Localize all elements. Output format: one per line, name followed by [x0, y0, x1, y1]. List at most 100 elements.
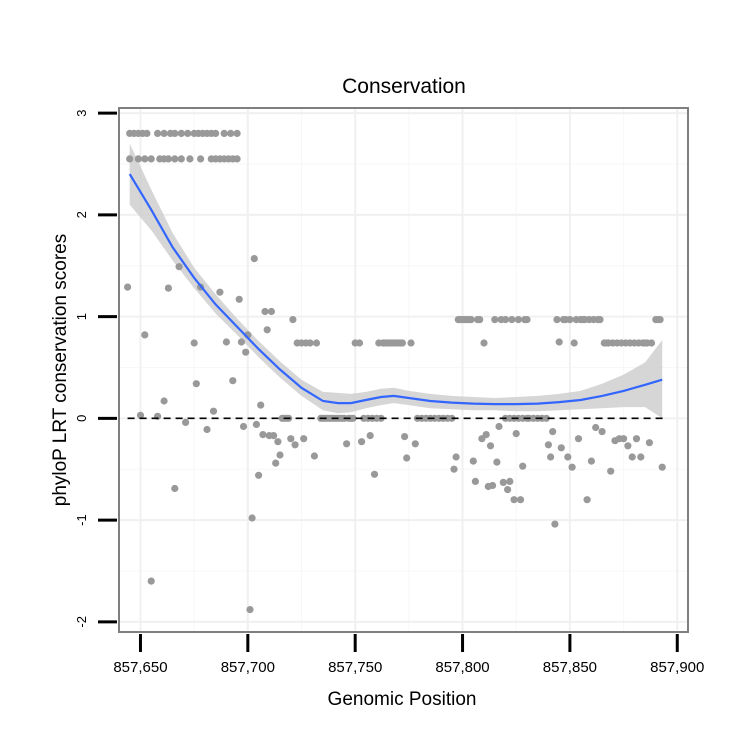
- data-point: [516, 496, 525, 504]
- y-tick-label: 1: [74, 313, 89, 320]
- data-point: [164, 284, 172, 292]
- data-point: [366, 432, 374, 440]
- data-point: [592, 423, 600, 432]
- data-point: [233, 129, 241, 137]
- data-point: [263, 326, 271, 334]
- x-tick-label: 857,850: [543, 659, 597, 676]
- data-point: [607, 467, 615, 475]
- data-point: [549, 428, 557, 436]
- data-point: [237, 338, 245, 346]
- data-point: [248, 514, 256, 522]
- data-point: [403, 454, 411, 462]
- data-point: [216, 288, 224, 296]
- data-point: [222, 338, 230, 346]
- data-point: [624, 442, 632, 450]
- data-point: [523, 316, 531, 324]
- data-point: [486, 442, 495, 450]
- data-point: [587, 457, 596, 465]
- data-point: [124, 283, 132, 291]
- data-point: [289, 316, 297, 324]
- data-point: [452, 453, 460, 461]
- data-point: [583, 496, 591, 504]
- x-tick-label: 857,650: [113, 659, 167, 676]
- data-point: [566, 316, 574, 324]
- data-point: [358, 438, 366, 446]
- data-point: [504, 486, 512, 494]
- data-point: [564, 453, 572, 461]
- data-point: [493, 458, 501, 466]
- data-point: [467, 316, 475, 324]
- data-point: [568, 463, 576, 471]
- data-point: [126, 155, 134, 163]
- data-point: [209, 407, 218, 415]
- x-tick-label: 857,750: [328, 659, 382, 676]
- data-point: [469, 457, 477, 465]
- data-point: [261, 307, 269, 316]
- data-point: [242, 348, 250, 356]
- data-point: [197, 155, 205, 163]
- panel-border: [118, 107, 689, 633]
- data-point: [229, 377, 237, 385]
- data-point: [482, 431, 490, 439]
- data-point: [287, 435, 295, 443]
- x-axis-label: Genomic Position: [328, 689, 477, 710]
- data-point: [212, 129, 220, 137]
- data-point: [519, 462, 527, 470]
- data-point: [489, 481, 497, 490]
- data-point: [310, 452, 318, 460]
- data-point: [574, 435, 583, 443]
- data-point: [596, 316, 604, 324]
- data-point: [239, 422, 248, 431]
- data-point: [506, 477, 514, 485]
- y-tick-label: 2: [74, 211, 89, 218]
- data-point: [246, 606, 254, 614]
- data-point: [553, 316, 561, 324]
- minor-gridlines: [119, 108, 688, 632]
- data-point: [355, 339, 364, 347]
- data-point: [658, 463, 666, 471]
- data-point: [175, 263, 183, 271]
- data-point: [512, 430, 520, 438]
- data-point: [656, 316, 664, 324]
- y-tick-label: -2: [74, 616, 89, 628]
- x-tick-label: 857,900: [650, 659, 704, 676]
- data-point: [192, 380, 200, 388]
- data-point: [370, 470, 379, 478]
- data-point: [514, 316, 523, 324]
- x-tick-label: 857,700: [221, 659, 275, 676]
- data-point: [510, 496, 518, 504]
- data-point: [407, 339, 415, 347]
- data-point: [620, 435, 628, 443]
- data-point: [637, 453, 645, 461]
- data-point: [143, 129, 151, 137]
- data-point: [398, 339, 406, 347]
- data-point: [632, 435, 641, 443]
- data-point: [171, 129, 179, 137]
- x-axis: 857,650 857,700 857,750 857,800 857,850 857,9…: [113, 634, 704, 676]
- data-point: [134, 155, 142, 163]
- data-point: [291, 441, 299, 449]
- data-point: [306, 339, 314, 347]
- data-point: [186, 155, 194, 163]
- y-axis: -2 -1 0 1 2 3: [74, 109, 117, 628]
- data-point: [190, 339, 198, 347]
- data-point: [177, 155, 185, 163]
- data-point: [276, 451, 284, 459]
- data-point: [141, 155, 149, 163]
- data-point: [184, 129, 192, 137]
- smooth-curve: [128, 173, 663, 406]
- data-point: [235, 295, 243, 303]
- data-point: [495, 422, 503, 431]
- data-point: [203, 425, 211, 434]
- data-point: [628, 453, 636, 461]
- data-point: [147, 155, 155, 163]
- data-point: [220, 129, 228, 137]
- data-point: [501, 316, 510, 324]
- data-point: [544, 441, 553, 449]
- data-point: [645, 439, 654, 447]
- data-point: [647, 339, 656, 347]
- data-point: [450, 465, 458, 473]
- x-tick-label: 857,800: [435, 659, 489, 676]
- smooth-line: [128, 173, 663, 406]
- data-point: [570, 339, 578, 347]
